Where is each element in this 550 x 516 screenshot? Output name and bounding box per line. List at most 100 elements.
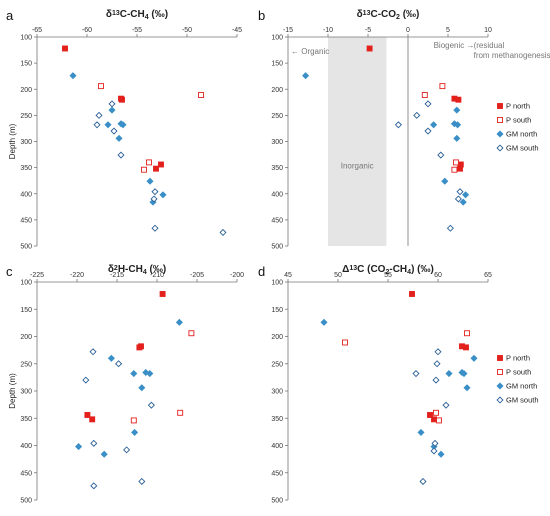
- title-part: H-CH: [118, 264, 143, 275]
- data-point: [117, 151, 125, 159]
- data-point: [159, 191, 167, 199]
- data-point: [188, 330, 195, 337]
- data-point: [445, 370, 453, 378]
- y-tick-label: 350: [271, 416, 283, 423]
- y-tick-label: 400: [271, 443, 283, 450]
- y-axis-title: Depth (m): [8, 123, 17, 159]
- y-tick-label: 250: [20, 113, 32, 120]
- title-part: (‰): [147, 264, 166, 275]
- data-point: [442, 401, 450, 409]
- y-axis-title: Depth (m): [8, 373, 17, 409]
- y-tick-label: 100: [271, 280, 283, 287]
- legend-marker: [496, 396, 504, 404]
- y-tick-label: 400: [271, 191, 283, 198]
- y-tick-label: 100: [271, 35, 283, 42]
- data-point: [424, 100, 432, 108]
- data-point: [460, 370, 468, 378]
- y-tick-label: 300: [20, 389, 32, 396]
- data-point: [433, 409, 439, 416]
- title-part: 13: [349, 265, 357, 272]
- data-point: [455, 96, 462, 103]
- data-point: [409, 291, 415, 297]
- data-point: [100, 450, 108, 458]
- data-point: [454, 195, 462, 203]
- x-tick-label: -215: [110, 272, 124, 279]
- data-point: [394, 121, 402, 129]
- annotation-organic: ← Organic: [291, 47, 329, 56]
- x-tick-label: -60: [82, 27, 92, 34]
- series-gm-south: [93, 100, 227, 236]
- y-tick-label: 400: [20, 443, 32, 450]
- legend-marker: [497, 103, 503, 109]
- title-part: 4: [145, 14, 149, 21]
- title-part: 13: [112, 10, 120, 17]
- data-point: [437, 151, 445, 159]
- data-point: [342, 339, 348, 346]
- data-point: [95, 111, 103, 119]
- data-point: [366, 45, 373, 52]
- y-tick-label: 500: [271, 498, 283, 505]
- data-point: [427, 412, 433, 418]
- data-point: [110, 127, 118, 135]
- data-point: [412, 370, 420, 378]
- title-part: δ: [106, 9, 112, 20]
- data-point: [146, 159, 152, 166]
- legend-label: P south: [506, 116, 531, 125]
- y-tick-label: 450: [20, 217, 32, 224]
- data-point: [146, 370, 154, 378]
- data-point: [104, 121, 112, 129]
- x-tick-label: -210: [150, 272, 164, 279]
- data-point: [421, 92, 428, 98]
- legend-marker: [496, 382, 504, 390]
- title-part: δ: [108, 264, 114, 275]
- data-point: [464, 330, 470, 337]
- y-tick-label: 100: [20, 35, 32, 42]
- data-point: [158, 161, 164, 168]
- title-part: 2: [396, 14, 400, 21]
- series-gm-north: [302, 72, 470, 206]
- data-point: [454, 121, 462, 129]
- data-point: [82, 376, 90, 384]
- data-point: [151, 224, 159, 232]
- x-tick-label: -65: [32, 27, 42, 34]
- annotation-from_methanogenesis: from methanogenesis): [474, 51, 550, 60]
- series-gm-north: [75, 318, 183, 458]
- panel-title: δ2H-CH4 (‰): [108, 264, 166, 276]
- data-point: [131, 428, 139, 436]
- data-point: [434, 348, 442, 356]
- legend-label: GM south: [506, 396, 539, 405]
- data-point: [451, 166, 458, 173]
- title-part: 4: [407, 269, 411, 276]
- data-point: [151, 188, 159, 196]
- series-p-south: [98, 83, 204, 173]
- legend-label: P north: [506, 102, 530, 111]
- series-gm-south: [82, 348, 155, 490]
- data-point: [138, 384, 146, 392]
- data-point: [463, 344, 469, 351]
- data-point: [136, 344, 143, 351]
- data-point: [437, 450, 445, 458]
- data-point: [90, 482, 98, 490]
- data-point: [123, 446, 131, 454]
- data-point: [456, 188, 464, 196]
- x-tick-label: 5: [446, 27, 450, 34]
- data-point: [219, 228, 227, 236]
- data-point: [432, 376, 440, 384]
- data-point: [130, 417, 137, 424]
- x-tick-label: -205: [190, 272, 204, 279]
- data-point: [147, 401, 155, 409]
- y-tick-label: 400: [20, 191, 32, 198]
- data-point: [413, 111, 421, 119]
- x-tick-label: 60: [434, 272, 442, 279]
- data-point: [198, 92, 204, 98]
- data-point: [431, 416, 437, 423]
- data-point: [153, 165, 159, 172]
- legend-marker: [496, 144, 504, 152]
- title-part: 4: [143, 269, 147, 276]
- y-tick-label: 250: [271, 113, 283, 120]
- data-point: [459, 198, 467, 206]
- data-point: [141, 166, 147, 173]
- data-point: [84, 412, 91, 418]
- x-tick-label: -45: [232, 27, 242, 34]
- series-p-south: [130, 330, 195, 424]
